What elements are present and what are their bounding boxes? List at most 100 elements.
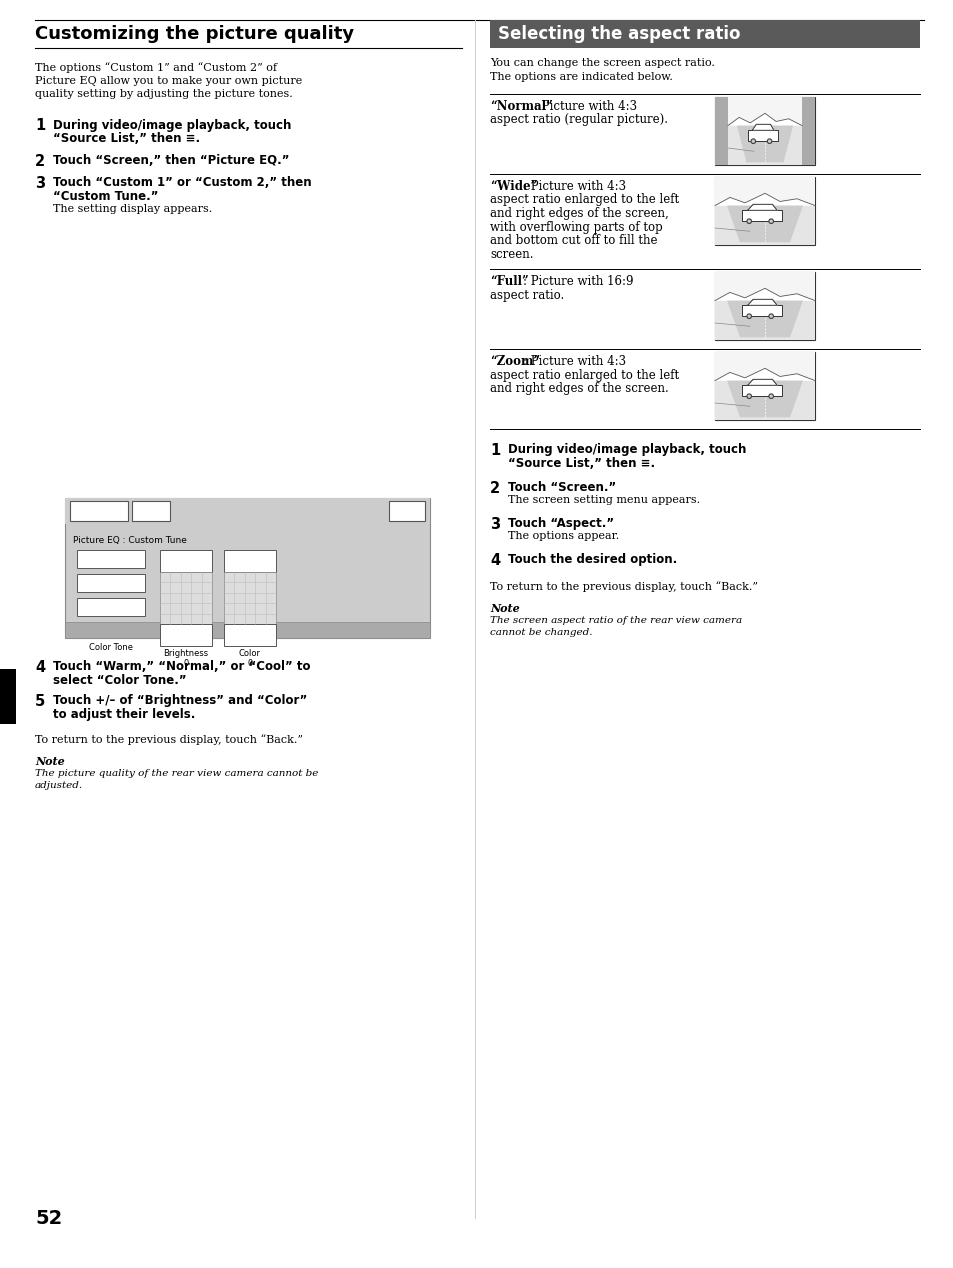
Bar [714, 353, 814, 380]
Text: 0: 0 [183, 659, 189, 668]
Text: with overflowing parts of top: with overflowing parts of top [490, 221, 662, 233]
Bar [741, 210, 781, 221]
Bar [714, 353, 814, 420]
Text: and bottom cut off to fill the: and bottom cut off to fill the [490, 235, 657, 247]
Text: The options are indicated below.: The options are indicated below. [490, 72, 672, 82]
Text: Note: Note [490, 604, 519, 614]
Bar [714, 178, 814, 245]
Bar [132, 501, 170, 521]
Text: To return to the previous display, touch “Back.”: To return to the previous display, touch… [490, 581, 758, 592]
Text: quality setting by adjusting the picture tones.: quality setting by adjusting the picture… [35, 89, 293, 99]
Circle shape [746, 394, 751, 398]
Text: 1: 1 [35, 118, 45, 133]
Circle shape [769, 396, 771, 397]
Text: You can change the screen aspect ratio.: You can change the screen aspect ratio. [490, 58, 714, 68]
Text: Picture EQ allow you to make your own picture: Picture EQ allow you to make your own pi… [35, 76, 302, 85]
Circle shape [768, 314, 773, 318]
Circle shape [768, 219, 773, 223]
Text: Selecting the aspect ratio: Selecting the aspect ratio [497, 25, 740, 43]
Bar [70, 501, 128, 521]
Bar [714, 273, 814, 301]
Text: “Full”: “Full” [490, 275, 528, 288]
Bar [65, 498, 430, 524]
Text: To return to the previous display, touch “Back.”: To return to the previous display, touch… [35, 734, 303, 744]
Text: 5: 5 [35, 694, 45, 709]
Text: adjusted.: adjusted. [35, 781, 83, 790]
Bar [714, 273, 814, 340]
Polygon shape [726, 301, 802, 337]
Text: The screen aspect ratio of the rear view camera: The screen aspect ratio of the rear view… [490, 616, 741, 625]
Text: “Custom Tune.”: “Custom Tune.” [53, 190, 158, 203]
Bar [714, 96, 727, 165]
Polygon shape [714, 288, 814, 301]
Text: +: + [177, 552, 194, 571]
Text: +: + [241, 552, 258, 571]
Text: “Zoom”: “Zoom” [490, 355, 539, 368]
Text: ↲ Back: ↲ Back [81, 506, 116, 516]
Text: The picture quality of the rear view camera cannot be: The picture quality of the rear view cam… [35, 768, 318, 779]
Bar [727, 126, 801, 165]
Text: Touch the desired option.: Touch the desired option. [507, 553, 677, 566]
Text: Touch “Custom 1” or “Custom 2,” then: Touch “Custom 1” or “Custom 2,” then [53, 176, 312, 189]
Text: “Normal”: “Normal” [490, 100, 552, 113]
Text: Brightness: Brightness [163, 649, 209, 658]
Polygon shape [727, 113, 801, 126]
Text: “Source List,” then ≡.: “Source List,” then ≡. [507, 456, 655, 470]
Text: 4: 4 [35, 661, 45, 675]
Text: −: − [243, 626, 256, 644]
Bar [77, 574, 145, 592]
Text: The setting display appears.: The setting display appears. [53, 204, 212, 214]
Text: screen.: screen. [490, 247, 533, 260]
Text: “Source List,” then ≡.: “Source List,” then ≡. [53, 132, 200, 146]
Circle shape [747, 396, 749, 397]
Text: and right edges of the screen,: and right edges of the screen, [490, 207, 668, 221]
Text: 3: 3 [35, 176, 45, 191]
Bar [490, 20, 919, 48]
Circle shape [769, 221, 771, 222]
Text: select “Color Tone.”: select “Color Tone.” [53, 675, 187, 687]
Bar [714, 205, 814, 245]
Text: −: − [179, 626, 193, 644]
Circle shape [768, 394, 773, 398]
Polygon shape [714, 368, 814, 380]
Bar [714, 380, 814, 420]
Text: During video/image playback, touch: During video/image playback, touch [507, 443, 745, 456]
Bar [224, 624, 275, 645]
Polygon shape [726, 205, 802, 242]
Text: : Picture with 16:9: : Picture with 16:9 [522, 275, 633, 288]
Polygon shape [726, 380, 802, 417]
Bar [65, 623, 430, 638]
Text: The screen setting menu appears.: The screen setting menu appears. [507, 495, 700, 505]
Text: Touch +/– of “Brightness” and “Color”: Touch +/– of “Brightness” and “Color” [53, 694, 307, 708]
Bar [714, 301, 814, 340]
Text: 2: 2 [35, 155, 45, 170]
Circle shape [766, 139, 771, 143]
Text: aspect ratio (regular picture).: aspect ratio (regular picture). [490, 114, 667, 127]
Bar [77, 598, 145, 616]
Text: Customizing the picture quality: Customizing the picture quality [35, 25, 354, 43]
Text: Picture EQ : Custom Tune: Picture EQ : Custom Tune [73, 535, 187, 544]
Text: 3: 3 [490, 517, 499, 533]
Bar [224, 550, 275, 572]
Text: aspect ratio enlarged to the left: aspect ratio enlarged to the left [490, 194, 679, 207]
Text: aspect ratio.: aspect ratio. [490, 289, 563, 302]
Text: 1: 1 [490, 443, 499, 458]
Text: and right edges of the screen.: and right edges of the screen. [490, 382, 668, 396]
Text: cannot be changed.: cannot be changed. [490, 628, 592, 637]
Text: : Picture with 4:3: : Picture with 4:3 [522, 180, 625, 193]
Text: During video/image playback, touch: During video/image playback, touch [53, 118, 291, 132]
Text: The options appear.: The options appear. [507, 531, 618, 541]
Circle shape [769, 316, 771, 317]
Bar [65, 498, 430, 638]
Bar [741, 306, 781, 316]
Bar [801, 96, 814, 165]
Text: Normal: Normal [93, 578, 129, 588]
Text: The options “Custom 1” and “Custom 2” of: The options “Custom 1” and “Custom 2” of [35, 62, 276, 72]
Polygon shape [747, 379, 777, 385]
Bar [160, 550, 212, 572]
Text: aspect ratio enlarged to the left: aspect ratio enlarged to the left [490, 369, 679, 382]
Bar [714, 178, 814, 205]
Bar [77, 550, 145, 568]
Text: Touch “Warm,” “Normal,” or “Cool” to: Touch “Warm,” “Normal,” or “Cool” to [53, 661, 310, 673]
Text: 2: 2 [490, 481, 499, 496]
